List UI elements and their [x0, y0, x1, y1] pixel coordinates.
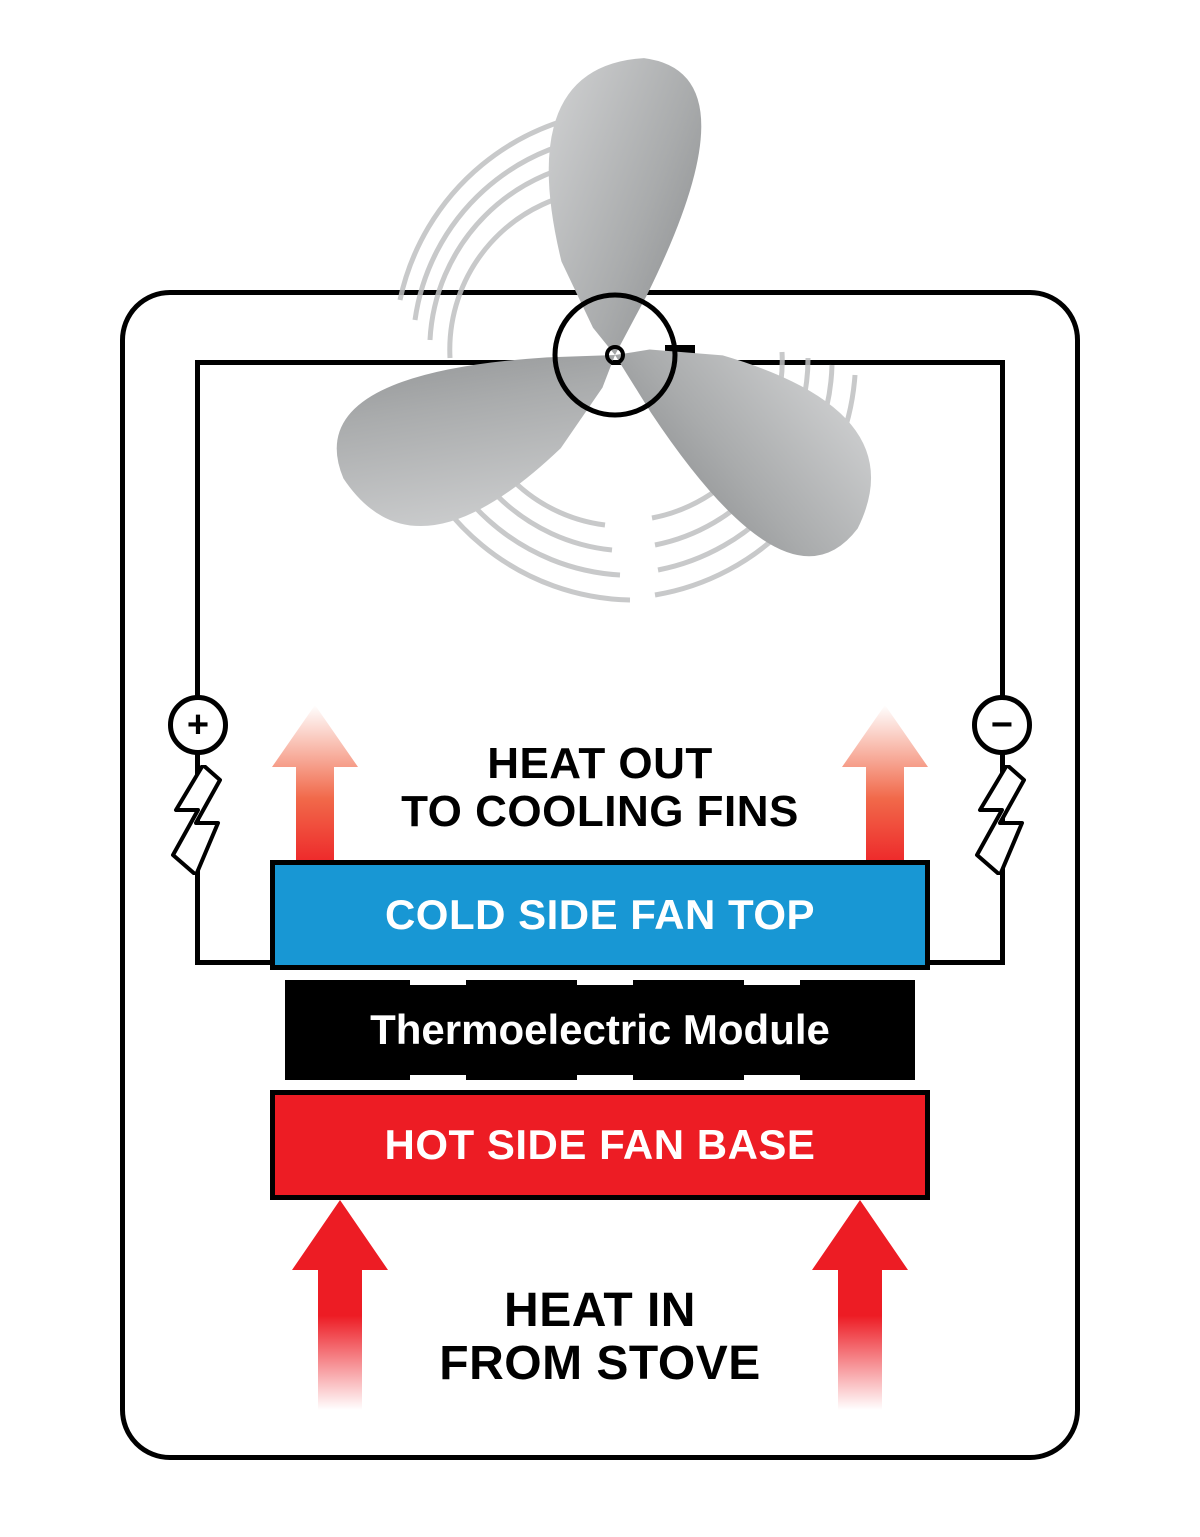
heat-in-label: HEAT IN FROM STOVE	[120, 1285, 1080, 1391]
module-tab-icon	[744, 1075, 800, 1080]
cooling-arrow-left-icon	[270, 705, 360, 875]
heat-in-line2: FROM STOVE	[120, 1338, 1080, 1391]
minus-symbol: −	[991, 706, 1013, 744]
thermoelectric-fan-diagram: + − HEAT OUT TO COOLING FINS	[120, 290, 1080, 1460]
module-tab-icon	[410, 1075, 466, 1080]
hot-side-box: HOT SIDE FAN BASE	[270, 1090, 930, 1200]
heat-out-label: HEAT OUT TO COOLING FINS	[120, 740, 1080, 837]
module-tab-icon	[577, 980, 633, 985]
module-tab-icon	[744, 980, 800, 985]
circuit-wire-bl	[195, 960, 270, 965]
module-tab-icon	[577, 1075, 633, 1080]
heat-in-line1: HEAT IN	[120, 1285, 1080, 1338]
module-tab-icon	[410, 980, 466, 985]
cold-side-box: COLD SIDE FAN TOP	[270, 860, 930, 970]
circuit-wire-br	[930, 960, 1005, 965]
cold-side-label: COLD SIDE FAN TOP	[385, 891, 815, 939]
thermoelectric-module-box: Thermoelectric Module	[285, 980, 915, 1080]
heat-out-line1: HEAT OUT	[120, 740, 1080, 788]
plus-symbol: +	[187, 706, 209, 744]
module-label: Thermoelectric Module	[370, 1006, 830, 1054]
fan-icon	[300, 40, 930, 670]
cooling-arrow-right-icon	[840, 705, 930, 875]
heat-out-line2: TO COOLING FINS	[120, 788, 1080, 836]
hot-side-label: HOT SIDE FAN BASE	[385, 1121, 816, 1169]
